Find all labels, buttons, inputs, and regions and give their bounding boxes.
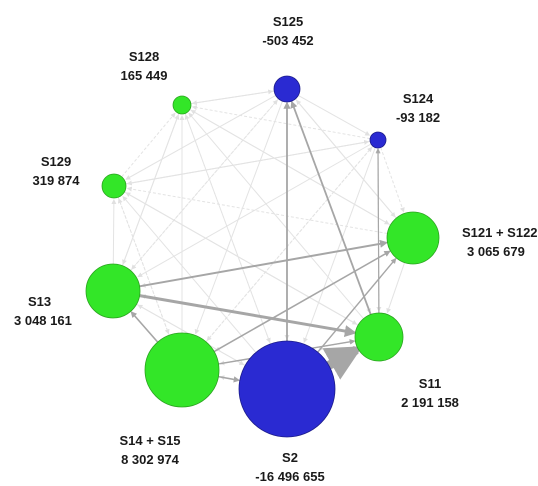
major-flow-S11-to-S125 [290,100,372,315]
minor-flow-S13-to-S129 [111,199,117,265]
minor-flow-S11-to-S128 [188,112,364,320]
node-name-S125: S125 [273,14,303,29]
node-value-S13: 3 048 161 [14,313,72,328]
node-label-S121-S122: S121 + S122 3 065 679 [462,225,538,259]
node-circle-S124 [369,131,387,149]
minor-flow-S124-to-S2 [303,147,376,343]
minor-flow-S128-to-S121_S122 [189,109,390,225]
node-circle-S128 [172,95,192,115]
minor-flow-S128-to-S13 [122,113,180,265]
minor-flow-S128-to-S2 [184,113,271,344]
major-flow-S2-to-S121_S122 [317,257,397,353]
minor-flow-S121_S122-to-S125 [296,99,397,219]
minor-flow-S124-to-S13 [137,143,372,278]
minor-flow-S124-to-S128 [191,105,371,140]
node-circle-S125 [273,75,301,103]
node-name-S14-S15: S14 + S15 [119,433,180,448]
node-name-S13: S13 [28,294,51,309]
node-label-S124: S124 -93 182 [396,91,440,125]
node-circles [85,75,440,438]
minor-flow-S129-to-S14_S15 [117,197,170,335]
node-label-S13: S13 3 048 161 [14,294,72,328]
major-flow-S14_S15-to-S2 [218,375,241,383]
node-circle-S11 [354,312,404,362]
node-value-S14-S15: 8 302 974 [121,452,180,467]
minor-flow-S129-to-S11 [124,191,358,325]
major-flow-S14_S15-to-S13 [130,311,159,343]
minor-flow-S13-to-S125 [130,99,278,271]
node-value-S121-S122: 3 065 679 [467,244,525,259]
node-label-S11: S11 2 191 158 [401,376,459,410]
node-value-S2: -16 496 655 [255,469,324,484]
minor-flow-S129-to-S124 [125,139,370,185]
major-flow-S13-to-S11 [139,294,357,337]
node-label-S125: S125 -503 452 [262,14,313,48]
major-flow-S14_S15-to-S121_S122 [213,250,391,353]
node-name-S2: S2 [282,450,298,465]
node-circle-S13 [85,263,141,319]
minor-flow-S124-to-S121_S122 [380,147,405,213]
node-label-S2: S2 -16 496 655 [255,450,324,484]
major-flow-S2-to-S11 [322,345,363,380]
node-circle-S129 [101,173,127,199]
minor-flow-S125-to-S13 [131,98,279,270]
node-name-S128: S128 [129,49,159,64]
major-flow-S13-to-S121_S122 [139,239,388,288]
node-value-S128: 165 449 [121,68,168,83]
minor-flow-S14_S15-to-S124 [205,146,373,343]
minor-flow-S125-to-S129 [125,94,276,180]
minor-flow-S2-to-S129 [122,195,257,353]
node-label-S14-S15: S14 + S15 8 302 974 [119,433,180,467]
node-name-S11: S11 [419,376,441,391]
minor-flow-S124-to-S14_S15 [206,145,374,342]
minor-flow-S128-to-S125 [190,89,274,105]
minor-flow-S129-to-S128 [121,112,176,178]
node-circle-S14_S15 [144,332,220,408]
node-circle-S2 [238,340,336,438]
node-name-S121-S122: S121 + S122 [462,225,538,240]
node-label-S128: S128 165 449 [121,49,168,83]
minor-flow-S121_S122-to-S11 [386,262,406,314]
node-label-S129: S129 319 874 [33,154,81,188]
node-circle-S121_S122 [386,211,440,265]
minor-flow-S125-to-S14_S15 [194,101,283,335]
node-value-S11: 2 191 158 [401,395,459,410]
node-value-S129: 319 874 [33,173,81,188]
minor-flow-S125-to-S124 [298,94,371,136]
node-value-S125: -503 452 [262,33,313,48]
node-name-S129: S129 [41,154,71,169]
major-flow-S11-to-S124 [375,148,381,314]
node-value-S124: -93 182 [396,110,440,125]
node-name-S124: S124 [403,91,434,106]
minor-flow-S121_S122-to-S129 [126,186,388,234]
